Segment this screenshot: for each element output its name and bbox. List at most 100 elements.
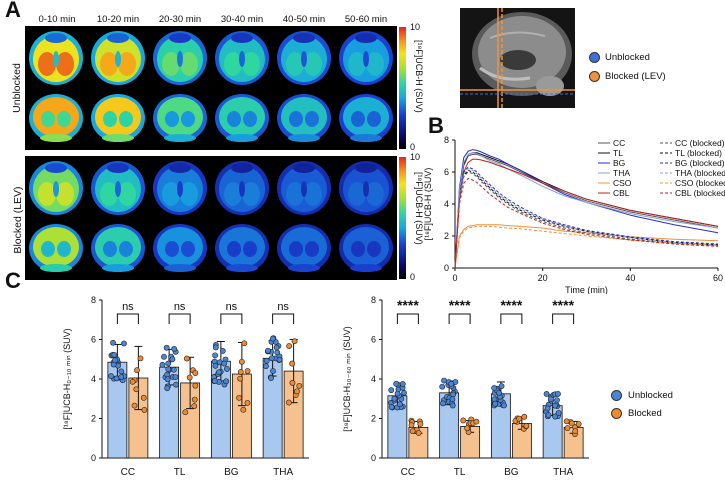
data-point <box>216 369 222 376</box>
time-label: 0-10 min <box>38 14 76 25</box>
y-axis-label: [¹⁸F]UCB-H₀₋₁₀ ₘᵢₙ (SUV) <box>62 328 72 429</box>
y-tick-label: 8 <box>371 295 376 305</box>
axial-slice <box>91 161 145 215</box>
data-point <box>291 338 298 345</box>
data-point <box>296 382 303 389</box>
axial-slice <box>277 161 331 215</box>
data-point <box>118 368 125 375</box>
data-point <box>223 366 230 372</box>
data-point <box>552 402 559 409</box>
data-point <box>544 405 551 412</box>
data-point <box>417 421 424 427</box>
pet-panel-unblocked <box>25 26 397 150</box>
data-point <box>112 357 118 364</box>
data-point <box>172 374 179 381</box>
data-point <box>244 399 251 406</box>
data-point <box>563 418 570 425</box>
data-point <box>191 403 198 409</box>
data-point <box>441 377 447 384</box>
coronal-slice <box>277 94 331 142</box>
axial-slice <box>277 31 331 85</box>
axial-slice <box>153 161 207 215</box>
data-point <box>473 418 480 425</box>
panel-label-b: B <box>428 113 444 138</box>
data-point <box>501 402 507 409</box>
data-point <box>394 390 401 397</box>
axial-slice <box>215 31 269 85</box>
data-point <box>182 409 189 416</box>
y-tick-label: 6 <box>91 335 96 345</box>
series-line <box>454 171 719 269</box>
legend-label: TL (blocked) <box>675 148 722 158</box>
data-point <box>141 406 148 413</box>
y-tick-label: 4 <box>91 374 96 384</box>
data-point <box>212 352 218 359</box>
legend-label-unblocked: Unblocked <box>605 52 650 63</box>
data-point <box>161 353 167 360</box>
data-point <box>163 344 170 351</box>
x-tick-label: 20 <box>538 273 548 283</box>
data-point <box>401 389 407 396</box>
significance-bracket <box>272 313 295 324</box>
data-point <box>173 381 179 388</box>
legend-dot-unblocked-c <box>611 390 622 401</box>
data-point <box>211 378 218 384</box>
data-point <box>219 348 226 354</box>
y-tick-label: 0 <box>444 263 449 273</box>
data-point <box>555 410 562 416</box>
significance-bracket <box>116 313 139 324</box>
series-line <box>454 177 719 269</box>
y-tick-label: 8 <box>91 295 96 305</box>
significance-label: ns <box>226 301 238 313</box>
data-point <box>140 394 147 401</box>
data-point <box>121 340 127 347</box>
data-point <box>521 413 528 420</box>
data-point <box>449 402 456 409</box>
legend-dot-blocked-c <box>611 408 622 419</box>
bar-chart-30-60min: 0 2 4 6 8 [¹⁸F]UCB-H₃₀₋₆₀ ₘᵢₙ (SUV) CC **** TL **… <box>342 295 589 478</box>
data-point <box>289 360 296 367</box>
data-point <box>137 355 144 362</box>
significance-bracket <box>220 313 243 324</box>
data-point <box>164 376 171 383</box>
series-line <box>454 158 719 269</box>
data-point <box>183 355 190 362</box>
data-point <box>170 366 177 373</box>
data-point <box>108 373 114 379</box>
coronal-slice <box>91 94 145 142</box>
pet-panel-blocked <box>25 156 397 280</box>
data-point <box>448 380 455 387</box>
significance-label: **** <box>449 297 471 313</box>
data-point <box>133 386 140 393</box>
x-tick-label: TL <box>174 467 186 478</box>
coronal-slice <box>339 94 393 142</box>
legend-label: CBL (blocked) <box>675 188 725 198</box>
data-point <box>439 383 446 390</box>
data-point <box>111 351 118 358</box>
series-line <box>454 166 719 269</box>
legend-label: THA <box>613 168 630 178</box>
legend-label-unblocked-c: Unblocked <box>628 390 673 401</box>
x-tick-label: 0 <box>452 273 457 283</box>
tac-line-chart: 0 2 4 6 8 0 20 40 60 Time (min) [¹⁸F]UCB-H (SUV) CC… <box>423 135 725 294</box>
y-tick-label: 2 <box>371 414 376 424</box>
colorbar-blocked <box>399 157 406 279</box>
data-point <box>171 346 178 352</box>
x-tick-label: CC <box>121 467 135 478</box>
y-tick-label: 8 <box>444 135 449 145</box>
y-tick-label: 4 <box>444 199 449 209</box>
x-tick-label: 60 <box>713 273 723 283</box>
colorbar-max: 10 <box>410 152 421 162</box>
data-point <box>449 396 456 403</box>
axial-slice <box>29 31 83 85</box>
bar-chart-0-10min: 0 2 4 6 8 [¹⁸F]UCB-H₀₋₁₀ ₘᵢₙ (SUV) CC ns TL ns BG n… <box>62 295 309 478</box>
time-label: 20-30 min <box>158 14 202 25</box>
y-axis-label: [¹⁸F]UCB-H (SUV) <box>423 168 433 241</box>
data-point <box>165 366 172 373</box>
data-point <box>269 335 276 342</box>
data-point <box>129 378 136 385</box>
x-tick-label: CC <box>401 467 415 478</box>
data-point <box>555 391 561 397</box>
data-point <box>491 385 498 391</box>
data-point <box>237 375 244 382</box>
